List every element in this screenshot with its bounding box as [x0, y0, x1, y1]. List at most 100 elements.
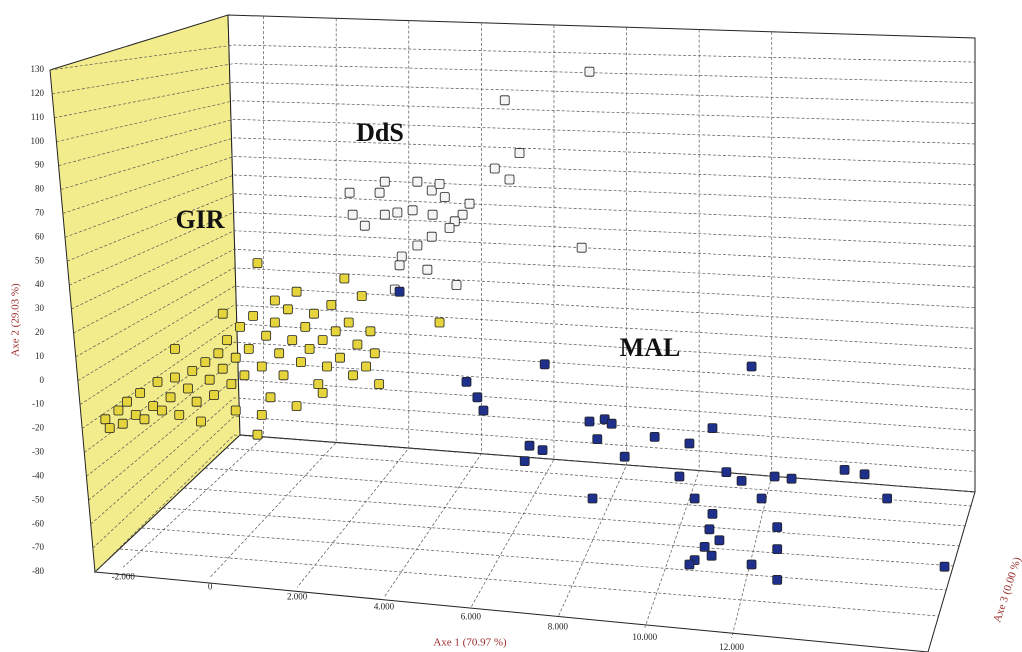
- grid-line: [56, 100, 976, 143]
- point: [374, 187, 385, 198]
- point: [707, 508, 718, 519]
- point: [519, 456, 530, 467]
- point: [174, 409, 185, 420]
- point: [396, 251, 407, 262]
- point: [117, 418, 128, 429]
- point: [939, 561, 950, 572]
- point: [213, 348, 224, 359]
- point: [379, 209, 390, 220]
- point: [252, 258, 263, 269]
- point: [183, 383, 193, 394]
- point: [427, 209, 438, 220]
- y-tick-label: -40: [32, 470, 44, 480]
- grid-line: [731, 31, 773, 638]
- point: [746, 559, 757, 570]
- point: [379, 176, 390, 187]
- point: [113, 405, 124, 416]
- grid-line: [71, 230, 976, 310]
- y-tick-label: 0: [40, 375, 45, 385]
- point: [756, 493, 767, 504]
- grid-line: [209, 18, 337, 578]
- point: [226, 379, 237, 390]
- point: [359, 220, 370, 231]
- x-tick-label: 0: [208, 581, 213, 591]
- point: [444, 222, 455, 233]
- x-tick-label: 12.000: [719, 642, 744, 652]
- point: [230, 405, 241, 416]
- point: [537, 445, 548, 456]
- y-tick-label: 10: [35, 351, 45, 361]
- point: [239, 370, 250, 381]
- point: [217, 363, 228, 374]
- point: [200, 357, 211, 368]
- y-tick-label: 120: [31, 88, 45, 98]
- point: [287, 335, 298, 346]
- point: [265, 392, 276, 403]
- point: [196, 416, 206, 427]
- point: [684, 559, 695, 570]
- point: [882, 493, 893, 504]
- point: [772, 522, 783, 532]
- grid-line: [77, 286, 976, 382]
- point: [291, 286, 302, 297]
- point: [394, 260, 405, 271]
- point: [313, 379, 324, 390]
- point: [256, 409, 267, 420]
- point: [269, 295, 280, 306]
- point: [169, 372, 180, 383]
- point: [361, 361, 372, 372]
- point: [451, 280, 462, 291]
- grid-line: [75, 267, 976, 358]
- point: [209, 390, 219, 401]
- point: [356, 291, 367, 302]
- point: [152, 376, 163, 387]
- floor-grid: [119, 447, 973, 617]
- point: [100, 414, 111, 425]
- point: [322, 361, 332, 372]
- point: [684, 438, 695, 449]
- point: [344, 187, 355, 198]
- y-tick-label: 110: [31, 112, 45, 122]
- point: [122, 396, 132, 407]
- point: [576, 242, 587, 253]
- point: [422, 264, 433, 275]
- point: [786, 473, 797, 484]
- point: [204, 374, 215, 385]
- point: [619, 451, 630, 462]
- y-tick-label: -10: [32, 399, 44, 409]
- grid-line: [644, 29, 700, 628]
- point: [714, 535, 725, 546]
- grid-line: [81, 323, 976, 429]
- point: [704, 524, 715, 535]
- point: [309, 308, 319, 319]
- point: [217, 308, 228, 319]
- point: [130, 409, 141, 420]
- grid-line: [52, 63, 976, 95]
- point: [243, 343, 254, 354]
- point: [191, 396, 202, 407]
- z-axis-title: Axe 3 (0.00 %): [991, 555, 1022, 624]
- point: [352, 339, 363, 350]
- point: [235, 321, 245, 332]
- annotation: DdS: [356, 118, 404, 147]
- point: [369, 348, 380, 359]
- grid-line: [69, 211, 976, 286]
- point: [489, 163, 500, 174]
- point: [721, 467, 732, 478]
- y-tick-label: 100: [31, 136, 45, 146]
- point: [499, 95, 510, 106]
- point: [434, 317, 445, 328]
- point: [317, 335, 328, 346]
- grid-line: [90, 397, 976, 525]
- point: [348, 370, 358, 381]
- grid-line: [79, 304, 976, 405]
- x-tick-label: 8.000: [548, 622, 569, 632]
- grid-line: [67, 193, 976, 262]
- point: [439, 192, 450, 203]
- y-tick-label: -20: [32, 423, 44, 433]
- point: [374, 379, 385, 390]
- y-tick-label: 80: [35, 184, 45, 194]
- point: [592, 434, 603, 445]
- grid-line: [383, 22, 482, 598]
